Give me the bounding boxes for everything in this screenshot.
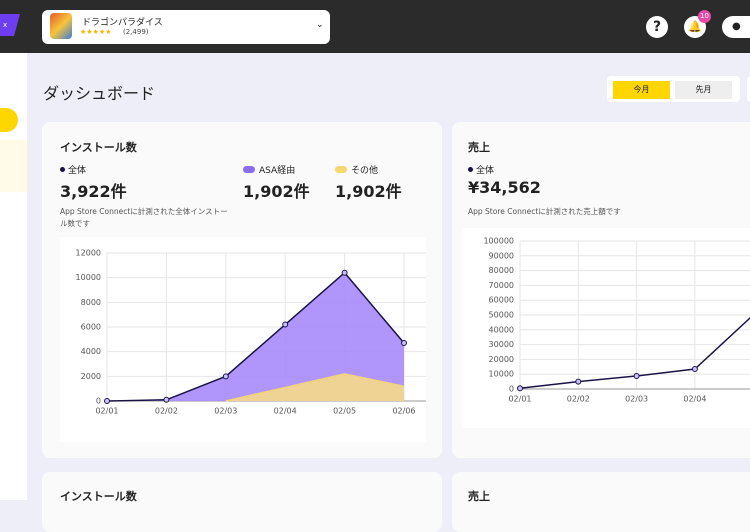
y-tick-label: 12000 <box>76 249 101 258</box>
x-tick-label: 02/02 <box>155 407 178 416</box>
y-tick-label: 80000 <box>489 266 514 275</box>
y-tick-label: 6000 <box>81 323 101 332</box>
user-button[interactable]: ● <box>722 16 750 38</box>
stat-label: ASA経由 <box>259 163 295 176</box>
y-tick-label: 4000 <box>81 347 101 356</box>
stat-value: 1,902件 <box>243 178 310 202</box>
stat-value: 1,902件 <box>335 178 402 202</box>
stat-label: 全体 <box>476 163 494 176</box>
y-tick-label: 30000 <box>489 340 514 349</box>
point <box>692 367 697 372</box>
point <box>634 373 639 378</box>
point <box>223 374 228 379</box>
stat-value: ¥34,562 <box>468 178 541 197</box>
svg-text:x: x <box>3 21 7 29</box>
y-tick-label: 0 <box>509 385 514 394</box>
tab[interactable]: 先月 <box>675 81 732 99</box>
card-title: インストール数 <box>60 488 137 504</box>
y-tick-label: 70000 <box>489 281 514 290</box>
x-tick-label: 02/02 <box>567 395 590 404</box>
help-button[interactable]: ? <box>646 16 668 38</box>
y-tick-label: 10000 <box>76 273 101 282</box>
x-tick-label: 02/05 <box>333 407 356 416</box>
point <box>402 341 407 346</box>
app-name: ドラゴンパラダイス <box>82 15 163 28</box>
logo: x <box>0 12 20 38</box>
x-tick-label: 02/03 <box>625 395 648 404</box>
rating-stars: ★★★★★ <box>80 28 111 36</box>
stat-label: 全体 <box>68 163 86 176</box>
card <box>452 472 750 532</box>
y-tick-label: 20000 <box>489 355 514 364</box>
review-count: (2,499) <box>123 28 149 36</box>
app-icon <box>50 13 72 39</box>
y-tick-label: 10000 <box>489 370 514 379</box>
note: App Store Connectに計測された売上額です <box>468 206 638 218</box>
card-title: 売上 <box>468 488 490 504</box>
page-title: ダッシュボード <box>43 80 155 104</box>
x-tick-label: 02/03 <box>214 407 237 416</box>
stat-label: その他 <box>351 163 378 176</box>
note: App Store Connectに計測された全体インストール数です <box>60 206 230 230</box>
point <box>518 386 523 391</box>
point <box>283 322 288 327</box>
x-tick-label: 02/04 <box>683 395 706 404</box>
tab[interactable]: 今月 <box>613 81 670 99</box>
legend-swatch <box>468 167 473 172</box>
stat-value: 3,922件 <box>60 178 127 202</box>
y-tick-label: 2000 <box>81 372 101 381</box>
page: x ドラゴンパラダイス ★★★★★ (2,499) ⌄ ? 🔔 10 ● ダッシ… <box>0 0 750 500</box>
point <box>342 270 347 275</box>
y-tick-label: 8000 <box>81 298 101 307</box>
y-tick-label: 40000 <box>489 325 514 334</box>
point <box>164 397 169 402</box>
legend-swatch <box>60 167 65 172</box>
card-title: インストール数 <box>60 139 137 155</box>
point <box>105 399 110 404</box>
x-tick-label: 02/04 <box>274 407 297 416</box>
y-tick-label: 0 <box>96 397 101 406</box>
card-title: 売上 <box>468 139 490 155</box>
y-tick-label: 90000 <box>489 251 514 260</box>
chart: 0 2000 4000 6000 8000 10000 12000 02/01 02/02 02/… <box>60 237 426 442</box>
point <box>576 379 581 384</box>
x-tick-label: 02/06 <box>392 407 415 416</box>
y-tick-label: 50000 <box>489 311 514 320</box>
chart: 0 10000 20000 30000 40000 50000 60000 70000 8000… <box>462 228 750 428</box>
sidebar-panel <box>0 140 27 192</box>
x-tick-label: 02/01 <box>508 395 531 404</box>
dropdown-chevron: ⌄ <box>316 20 324 30</box>
x-tick-label: 02/01 <box>95 407 118 416</box>
legend-swatch <box>335 166 347 173</box>
y-tick-label: 100000 <box>483 237 514 246</box>
notification-badge: 10 <box>698 10 711 23</box>
legend-swatch <box>243 166 255 173</box>
y-tick-label: 60000 <box>489 296 514 305</box>
